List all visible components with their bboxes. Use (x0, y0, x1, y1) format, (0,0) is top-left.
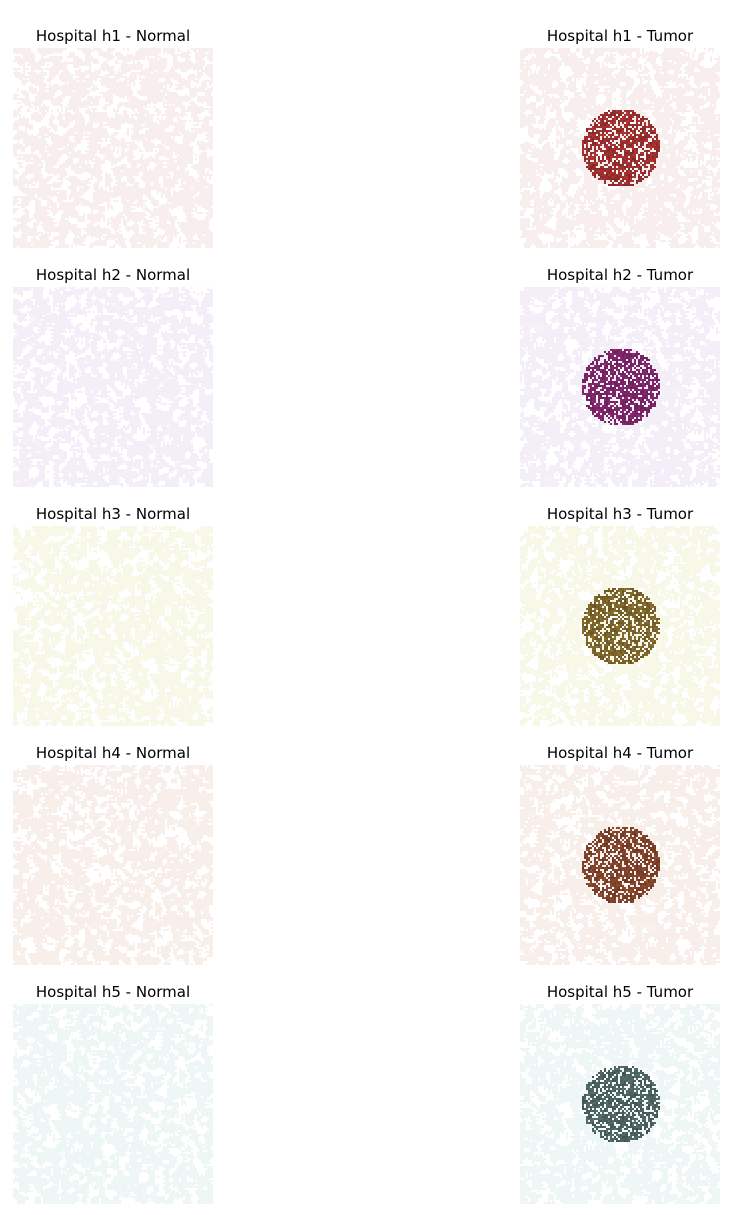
panel-title: Hospital h1 - Tumor (546, 27, 694, 45)
panel-title: Hospital h1 - Normal (35, 27, 191, 45)
normal-tissue-image (13, 1004, 213, 1204)
panel-title: Hospital h2 - Tumor (546, 266, 694, 284)
panel-h5-tumor: Hospital h5 - Tumor (520, 982, 720, 1204)
tumor-tissue-image (520, 48, 720, 248)
panel-h4-normal: Hospital h4 - Normal (13, 743, 213, 965)
panel-h2-tumor: Hospital h2 - Tumor (520, 265, 720, 487)
panel-h5-normal: Hospital h5 - Normal (13, 982, 213, 1204)
panel-h1-tumor: Hospital h1 - Tumor (520, 26, 720, 248)
panel-title: Hospital h5 - Tumor (546, 983, 694, 1001)
panel-h3-tumor: Hospital h3 - Tumor (520, 504, 720, 726)
panel-title: Hospital h5 - Normal (35, 983, 191, 1001)
tumor-tissue-image (520, 287, 720, 487)
panel-title: Hospital h3 - Tumor (546, 505, 694, 523)
normal-tissue-image (13, 48, 213, 248)
panel-title: Hospital h3 - Normal (35, 505, 191, 523)
tumor-tissue-image (520, 765, 720, 965)
panel-title: Hospital h4 - Tumor (546, 744, 694, 762)
panel-title: Hospital h2 - Normal (35, 266, 191, 284)
panel-title: Hospital h4 - Normal (35, 744, 191, 762)
normal-tissue-image (13, 765, 213, 965)
normal-tissue-image (13, 526, 213, 726)
normal-tissue-image (13, 287, 213, 487)
tumor-tissue-image (520, 1004, 720, 1204)
tumor-tissue-image (520, 526, 720, 726)
panel-h4-tumor: Hospital h4 - Tumor (520, 743, 720, 965)
panel-h3-normal: Hospital h3 - Normal (13, 504, 213, 726)
panel-h1-normal: Hospital h1 - Normal (13, 26, 213, 248)
panel-h2-normal: Hospital h2 - Normal (13, 265, 213, 487)
